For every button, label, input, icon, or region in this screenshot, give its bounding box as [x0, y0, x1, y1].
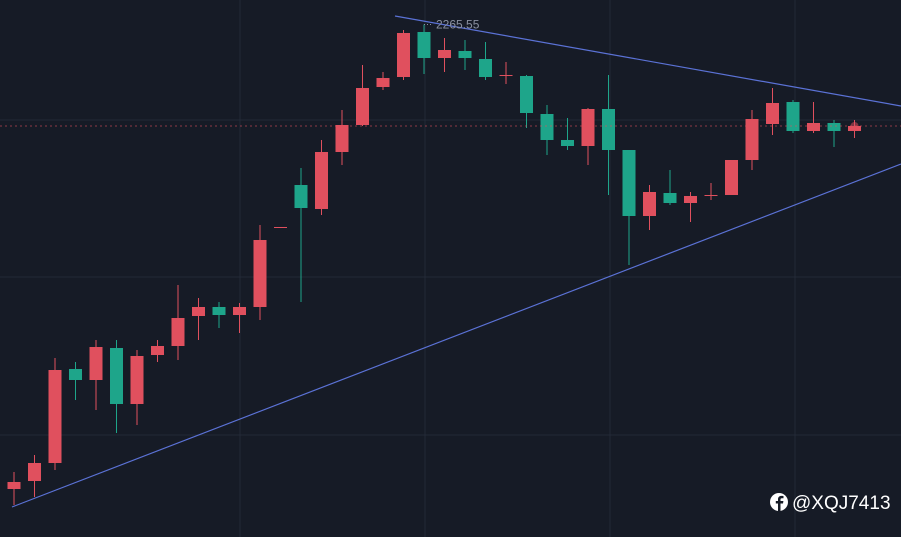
candle-body	[745, 119, 759, 160]
candle-body	[438, 50, 451, 58]
watermark: @XQJ7413	[792, 493, 891, 514]
candle-body	[807, 123, 820, 131]
candle-body	[274, 227, 287, 228]
candle-body	[130, 356, 144, 404]
candle-body	[499, 75, 513, 76]
trend-line	[11, 163, 901, 508]
candle-body	[7, 482, 21, 489]
price-dot	[850, 122, 859, 130]
candle-body	[192, 307, 205, 316]
candle-body	[540, 114, 554, 140]
candle-body	[376, 78, 390, 87]
candle-body	[725, 160, 738, 195]
candle-body	[766, 103, 779, 124]
candle-body	[827, 123, 841, 131]
candle-body	[561, 140, 574, 146]
candle-body	[417, 32, 431, 58]
candle-body	[643, 192, 656, 216]
candle-body	[520, 76, 533, 113]
candle-body	[171, 318, 185, 346]
high-label: 2265.55	[436, 17, 480, 31]
candle-body	[663, 193, 677, 203]
candle-body	[110, 348, 123, 404]
candle-body	[151, 346, 164, 355]
candle-body	[684, 196, 697, 203]
candle-body	[212, 307, 226, 315]
icon-f	[775, 495, 784, 512]
candle-body	[253, 240, 267, 307]
candle-body	[315, 152, 328, 209]
candles	[7, 24, 861, 505]
candle-body	[602, 109, 615, 150]
trend-line	[394, 15, 901, 107]
candle-body	[89, 347, 103, 380]
candle-body	[397, 33, 410, 77]
candle-body	[581, 109, 595, 146]
watermark-icon	[770, 493, 788, 512]
candle-body	[48, 370, 62, 463]
candle-body	[69, 369, 82, 380]
candle-body	[294, 185, 308, 208]
candle-body	[479, 59, 492, 77]
candle-body	[704, 195, 718, 196]
candle-body	[622, 150, 636, 216]
candle-body	[786, 102, 800, 131]
candle-body	[335, 125, 349, 152]
candle-body	[458, 51, 472, 58]
candle-body	[28, 463, 41, 481]
candle-body	[233, 307, 246, 315]
candle-body	[356, 88, 369, 125]
